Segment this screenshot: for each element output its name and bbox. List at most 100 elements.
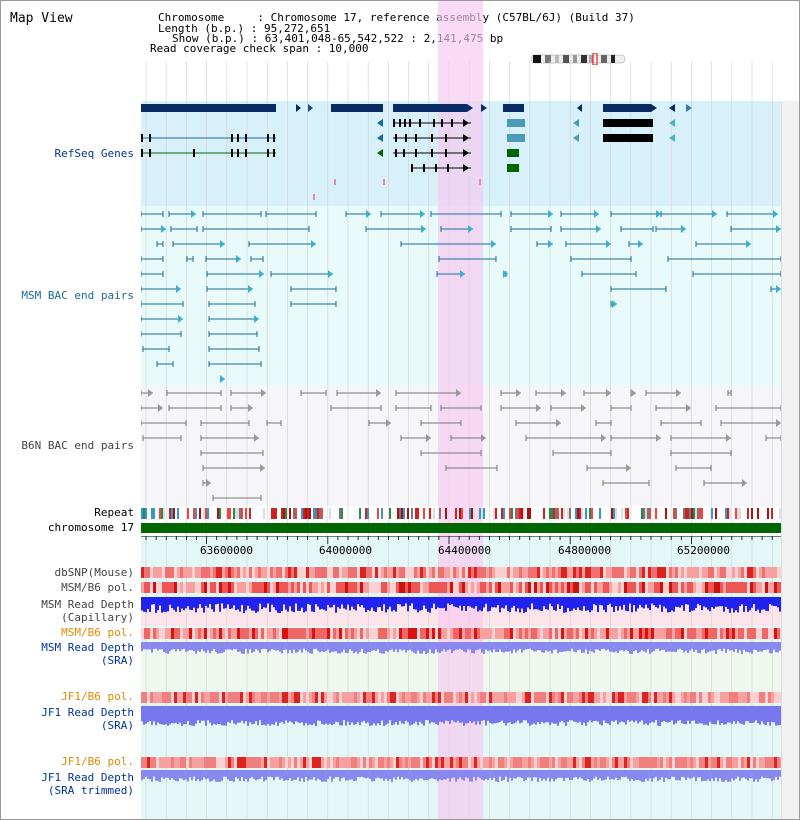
heat-cell [528, 692, 531, 703]
depth-bar [513, 770, 515, 779]
repeat-element [217, 508, 219, 519]
depth-bar [443, 642, 445, 650]
heat-cell [327, 628, 330, 639]
jf1-depth-sra[interactable] [141, 706, 781, 730]
heat-cell [153, 692, 156, 703]
depth-bar [323, 770, 325, 782]
track-label-jf1-b6-pol-1[interactable]: JF1/B6 pol. [61, 690, 134, 703]
depth-bar [503, 706, 505, 723]
heat-cell [327, 582, 330, 593]
heat-cell [684, 582, 687, 593]
heat-cell [576, 582, 579, 593]
repeat-track[interactable] [141, 508, 781, 519]
depth-bar [209, 706, 211, 723]
track-label-msm-b6-pol-2[interactable]: MSM/B6 pol. [61, 626, 134, 639]
depth-bar [349, 597, 351, 611]
heat-cell [756, 692, 759, 703]
heat-cell [216, 567, 219, 578]
depth-bar [227, 706, 229, 722]
depth-bar [471, 770, 473, 782]
heat-cell [753, 567, 756, 578]
depth-bar [709, 706, 711, 722]
jf1-b6-pol-strip-1[interactable] [141, 692, 781, 703]
depth-bar [323, 642, 325, 652]
heat-cell [624, 628, 627, 639]
depth-bar [451, 597, 453, 605]
depth-bar [427, 642, 429, 653]
heat-cell [699, 582, 702, 593]
depth-bar [557, 642, 559, 654]
track-label-dbsnp[interactable]: dbSNP(Mouse) [54, 566, 134, 579]
depth-bar [455, 642, 457, 650]
repeat-element [305, 508, 307, 519]
track-label-refseq[interactable]: RefSeq Genes [54, 147, 134, 160]
msm-b6-pol-strip-1[interactable] [141, 582, 781, 593]
depth-bar [605, 706, 607, 723]
vertical-scrollbar[interactable] [781, 101, 799, 819]
refseq-gene-track[interactable] [141, 101, 781, 206]
msm-b6-pol-strip-2[interactable] [141, 628, 781, 639]
heat-cell [420, 757, 423, 768]
repeat-element [729, 508, 731, 519]
depth-bar [607, 642, 609, 650]
bac-pair-arrow [248, 285, 253, 293]
heat-cell [609, 628, 612, 639]
depth-bar [383, 770, 385, 781]
msm-bac-pairs-track[interactable] [141, 206, 781, 386]
dbsnp-strip[interactable] [141, 567, 781, 578]
msm-depth-sra[interactable] [141, 642, 781, 658]
heat-cell [657, 582, 660, 593]
depth-bar [677, 642, 679, 650]
track-label-chromosome[interactable]: chromosome 17 [47, 521, 134, 534]
depth-bar [517, 642, 519, 651]
depth-bar [751, 770, 753, 779]
depth-bar [633, 642, 635, 652]
jf1-depth-trimmed[interactable] [141, 770, 781, 786]
depth-bar [523, 597, 525, 613]
depth-bar [683, 770, 685, 778]
heat-cell [411, 567, 414, 578]
heat-cell [711, 757, 714, 768]
heat-cell [168, 692, 171, 703]
repeat-element [159, 508, 161, 519]
track-label-jf1-depth-sra[interactable]: JF1 Read Depth [41, 706, 134, 719]
track-label-msm-depth-cap[interactable]: MSM Read Depth [41, 598, 134, 611]
depth-bar [429, 706, 431, 724]
bac-pair-arrow [656, 210, 661, 218]
heat-cell [447, 567, 450, 578]
depth-bar [329, 642, 331, 653]
track-label-jf1-b6-pol-2[interactable]: JF1/B6 pol. [61, 755, 134, 768]
depth-bar [681, 706, 683, 724]
depth-bar [597, 597, 599, 613]
depth-bar [675, 706, 677, 724]
heat-cell [150, 582, 153, 593]
track-label-msm-depth-sra[interactable]: MSM Read Depth [41, 641, 134, 654]
depth-bar [649, 597, 651, 611]
depth-bar [257, 770, 259, 780]
heat-cell [513, 582, 516, 593]
depth-bar [765, 770, 767, 778]
chromosome-bar[interactable] [141, 523, 781, 533]
heat-cell [327, 757, 330, 768]
depth-bar [493, 597, 495, 608]
heat-cell [441, 582, 444, 593]
track-label-msm-bac[interactable]: MSM BAC end pairs [21, 289, 134, 302]
heat-cell [765, 582, 768, 593]
heat-cell [561, 757, 564, 768]
depth-bar [577, 706, 579, 723]
track-label-repeat[interactable]: Repeat [94, 506, 134, 519]
track-label-b6n-bac[interactable]: B6N BAC end pairs [21, 439, 134, 452]
repeat-element [205, 508, 207, 519]
depth-bar [479, 597, 481, 611]
depth-bar [365, 706, 367, 724]
track-label-msm-b6-pol-1[interactable]: MSM/B6 pol. [61, 581, 134, 594]
track-label-jf1-depth-trim[interactable]: JF1 Read Depth [41, 771, 134, 784]
b6n-bac-pairs-track[interactable] [141, 386, 781, 506]
msm-depth-capillary[interactable] [141, 597, 781, 619]
heat-cell [627, 628, 630, 639]
jf1-b6-pol-strip-2[interactable] [141, 757, 781, 768]
heat-cell [351, 757, 354, 768]
heat-cell [198, 582, 201, 593]
heat-cell [687, 757, 690, 768]
chromosome-ideogram[interactable] [529, 53, 629, 65]
